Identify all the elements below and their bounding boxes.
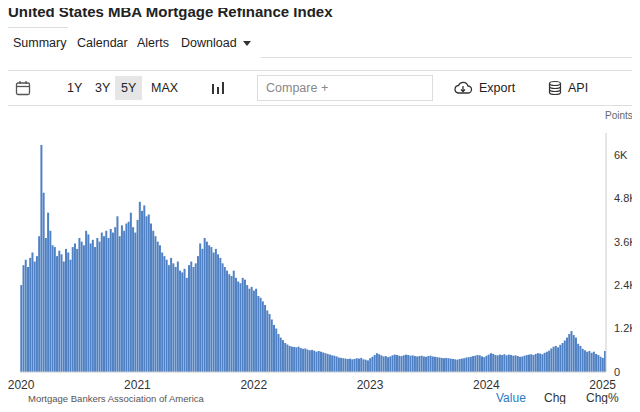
html-text:Chg%: Chg% — [586, 391, 619, 405]
svg-text:2020: 2020 — [8, 378, 35, 392]
html-text:Download: Download — [181, 36, 237, 50]
html-text:Mortgage Bankers Association o: Mortgage Bankers Association of America — [28, 393, 204, 404]
html-text:Points: Points — [605, 110, 633, 121]
svg-text:1.2K: 1.2K — [614, 322, 632, 334]
html-text:Value: Value — [496, 391, 526, 405]
html-text:Compare +: Compare + — [266, 81, 329, 95]
svg-text:2021: 2021 — [124, 378, 151, 392]
html-text:United States MBA Mortgage Ref: United States MBA Mortgage Refinance Ind… — [8, 3, 333, 20]
svg-text:0: 0 — [614, 366, 620, 378]
html-text:Summary: Summary — [13, 36, 67, 50]
html-text:MAX: MAX — [151, 81, 179, 95]
svg-text:2024: 2024 — [473, 378, 500, 392]
svg-text:2022: 2022 — [240, 378, 267, 392]
html-text:Chg: Chg — [544, 391, 566, 405]
svg-text:2.4K: 2.4K — [614, 279, 632, 291]
html-text:Calendar: Calendar — [77, 36, 128, 50]
svg-text:6K: 6K — [614, 149, 628, 161]
svg-text:3.6K: 3.6K — [614, 236, 632, 248]
html-text:Alerts: Alerts — [137, 36, 169, 50]
html-text:1Y: 1Y — [67, 81, 83, 95]
html-text:Export: Export — [479, 81, 516, 95]
svg-text:2025: 2025 — [589, 378, 616, 392]
svg-text:4.8K: 4.8K — [614, 192, 632, 204]
svg-text:2023: 2023 — [357, 378, 384, 392]
html-text:5Y: 5Y — [121, 81, 137, 95]
html-text:3Y: 3Y — [95, 81, 111, 95]
html-text:API: API — [568, 81, 589, 95]
